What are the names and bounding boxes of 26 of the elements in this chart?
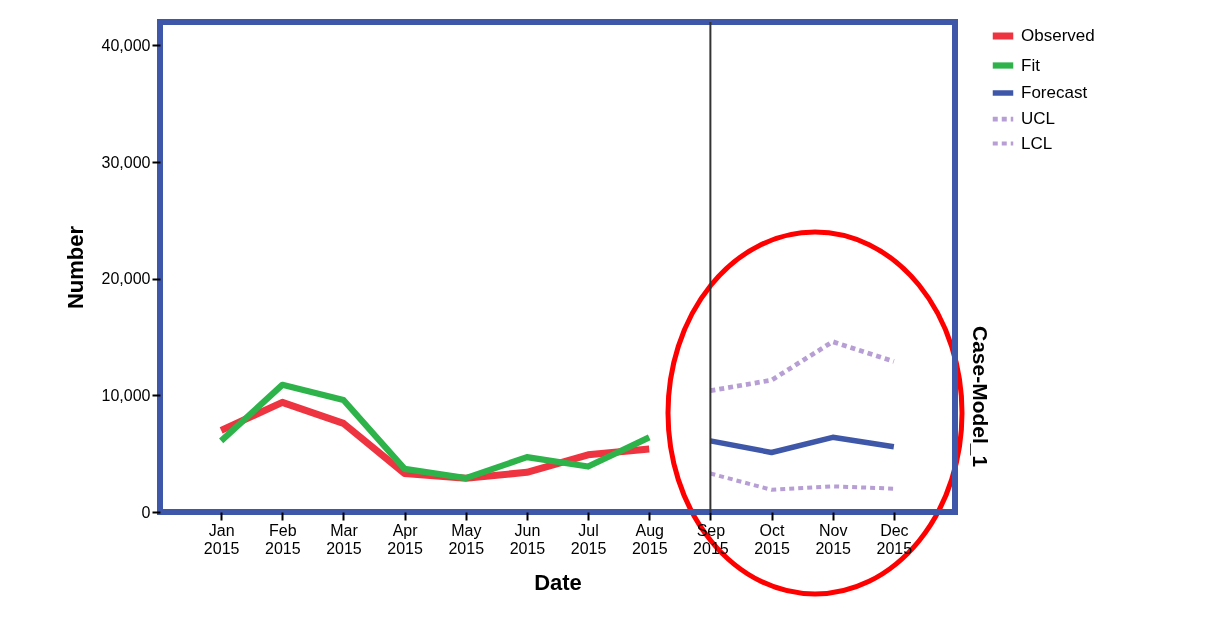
- x-tick-label: Nov 2015: [815, 521, 852, 557]
- x-tick-label: Dec 2015: [876, 521, 913, 557]
- y-tick-label: 10,000: [101, 386, 151, 404]
- y-axis-title: Number: [62, 225, 88, 310]
- line-series: [708, 339, 897, 394]
- text: Case-Model_1: [968, 326, 992, 468]
- legend-label: Fit: [1021, 55, 1041, 75]
- legend-label: Observed: [1021, 26, 1095, 45]
- x-tick-label: Aug 2015: [631, 521, 668, 557]
- legend-label: UCL: [1021, 109, 1056, 128]
- y-tick-label: 20,000: [101, 270, 151, 288]
- x-tick-label: Oct 2015: [754, 521, 790, 557]
- x-tick-label: Mar 2015: [326, 521, 362, 557]
- x-tick-label: Jul 2015: [570, 521, 607, 557]
- x-tick-label: Apr 2015: [387, 521, 424, 557]
- legend-label: LCL: [1021, 133, 1053, 153]
- x-tick-label: Feb 2015: [265, 521, 301, 557]
- x-axis-title: Date: [534, 569, 582, 595]
- line-series: [708, 471, 896, 492]
- x-tick-label: May 2015: [448, 521, 485, 557]
- x-tick-label: Jun 2015: [509, 521, 546, 557]
- x-tick-label: Jan 2015: [203, 521, 240, 557]
- y-tick-label: 30,000: [101, 153, 151, 171]
- legend-label: Forecast: [1021, 83, 1088, 102]
- y-tick-label: 0: [141, 503, 151, 521]
- y-tick-label: 40,000: [101, 36, 151, 54]
